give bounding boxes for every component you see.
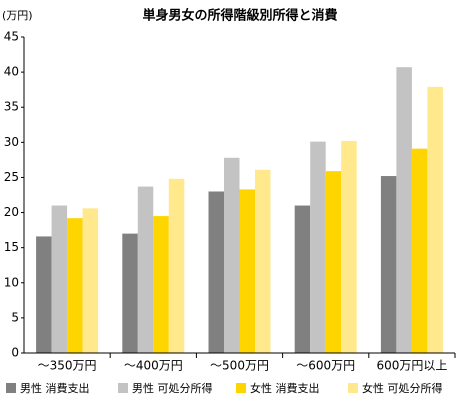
bar <box>67 218 83 353</box>
bar <box>208 191 224 353</box>
y-tick-label: 10 <box>4 275 19 289</box>
bar <box>51 205 68 353</box>
y-axis-label: (万円) <box>2 9 33 22</box>
legend-label: 男性 可処分所得 <box>132 381 213 395</box>
bar <box>255 169 271 353</box>
x-tick-label: ～600万円 <box>296 359 355 373</box>
chart-title: 単身男女の所得階級別所得と消費 <box>142 8 337 24</box>
bar <box>239 189 255 353</box>
legend-label: 男性 消費支出 <box>20 381 90 395</box>
x-tick-label: ～400万円 <box>124 359 183 373</box>
bar <box>427 86 443 353</box>
x-tick-label: 600万円以上 <box>376 359 447 373</box>
bar <box>294 205 311 353</box>
x-tick-label: ～500万円 <box>210 359 269 373</box>
bar <box>82 208 99 353</box>
legend-swatch <box>348 383 358 393</box>
legend-label: 女性 可処分所得 <box>362 381 443 395</box>
bar <box>411 148 428 353</box>
y-tick-label: 40 <box>4 65 19 79</box>
bar <box>380 176 397 353</box>
bar <box>168 178 185 353</box>
bar <box>122 233 138 353</box>
bar <box>224 157 240 353</box>
bar <box>137 186 154 353</box>
legend-swatch <box>236 383 246 393</box>
bar <box>341 140 357 353</box>
y-tick-label: 35 <box>4 100 19 114</box>
y-tick-label: 0 <box>11 346 19 360</box>
y-tick-label: 30 <box>4 135 19 149</box>
y-tick-label: 20 <box>4 205 19 219</box>
bar <box>325 171 342 353</box>
legend-swatch <box>118 383 128 393</box>
bar <box>396 67 412 353</box>
legend-label: 女性 消費支出 <box>250 381 320 395</box>
bar <box>153 216 169 353</box>
legend-swatch <box>6 383 16 393</box>
bar <box>36 236 52 353</box>
x-tick-label: ～350万円 <box>38 359 97 373</box>
y-tick-label: 45 <box>4 30 19 44</box>
y-tick-label: 5 <box>11 310 19 324</box>
y-tick-label: 15 <box>4 240 19 254</box>
bar <box>310 141 326 353</box>
y-tick-label: 25 <box>4 170 19 184</box>
